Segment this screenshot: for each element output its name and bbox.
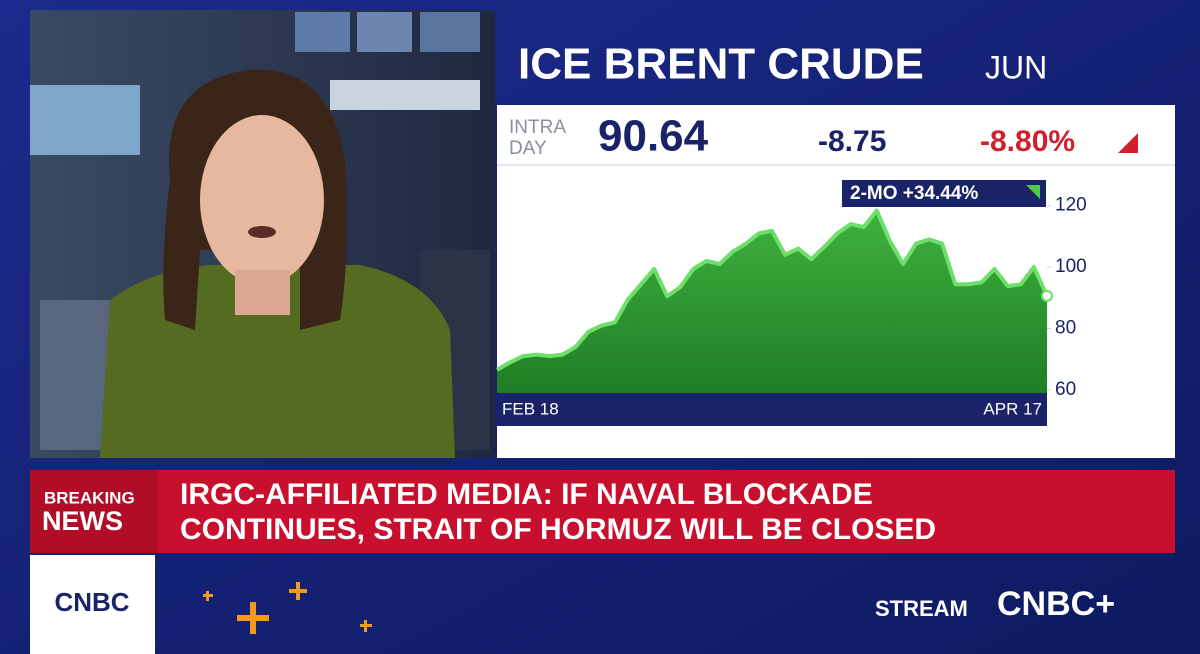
plot: 60 80 100 120 FEB 18 APR 17 [496, 195, 1087, 418]
x-tick-label: FEB 18 [502, 399, 559, 418]
y-tick-label: 80 [1055, 318, 1076, 339]
decoration [203, 582, 372, 634]
quote-label: DAY [509, 138, 547, 159]
breaking-label-box [30, 470, 158, 553]
stream-label: STREAM [875, 596, 968, 621]
breaking-label: BREAKING [44, 488, 135, 507]
price: 90.64 [598, 112, 709, 161]
y-tick-label: 120 [1055, 195, 1087, 216]
y-tick-label: 60 [1055, 379, 1076, 400]
percent-change: -8.80% [980, 125, 1075, 158]
network-logo: CNBC [54, 587, 129, 617]
annotation: 2-MO +34.44% [850, 183, 978, 204]
chart-title: ICE BRENT CRUDE [518, 40, 924, 89]
x-axis-band [497, 393, 1047, 426]
contract: JUN [985, 49, 1047, 85]
last-point [1041, 289, 1053, 302]
down-arrow [1118, 133, 1138, 153]
logo-box [30, 555, 155, 654]
headline: IRGC-AFFILIATED MEDIA: IF NAVAL BLOCKADE [180, 478, 873, 511]
annotation-arrow [1026, 185, 1040, 199]
y-tick-label: 100 [1055, 256, 1087, 277]
quote-label: INTRA [509, 117, 566, 138]
breaking-bar [30, 470, 1175, 553]
breaking-label: NEWS [42, 506, 123, 536]
video-feed [30, 10, 495, 458]
x-tick-label: APR 17 [983, 399, 1042, 418]
stream-brand: CNBC+ [997, 585, 1115, 623]
change: -8.75 [818, 125, 886, 158]
annotation-box [842, 180, 1046, 207]
line [496, 208, 1049, 372]
headline: CONTINUES, STRAIT OF HORMUZ WILL BE CLOS… [180, 513, 936, 546]
